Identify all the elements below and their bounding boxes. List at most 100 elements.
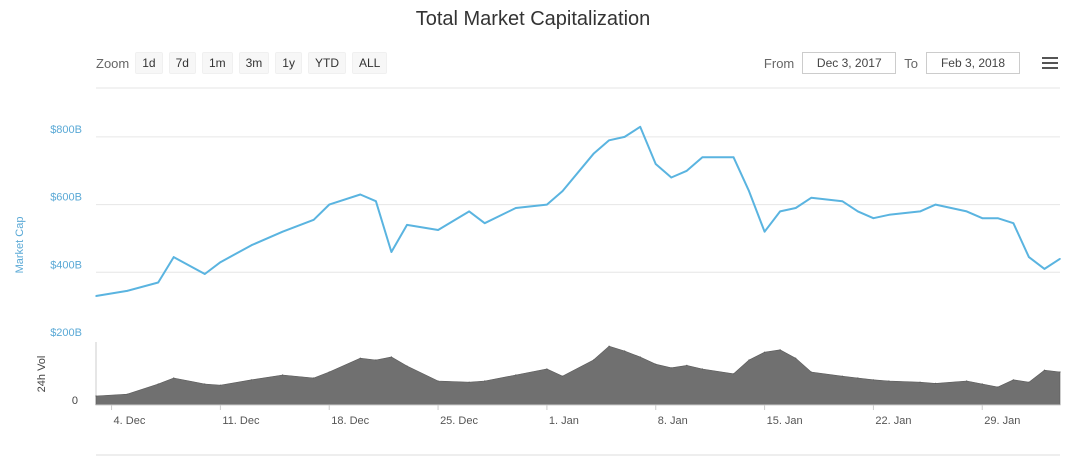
volume-point xyxy=(406,365,408,367)
market-cap-point xyxy=(794,207,797,209)
x-tick-label: 4. Dec xyxy=(114,415,146,427)
market-cap-point xyxy=(686,169,688,172)
zoom-1d-button[interactable]: 1d xyxy=(135,52,163,74)
volume-point xyxy=(1059,371,1061,373)
zoom-label: Zoom xyxy=(96,55,130,71)
chart-title: Total Market Capitalization xyxy=(415,8,651,30)
market-cap-point xyxy=(670,176,673,179)
volume-point xyxy=(779,349,781,351)
market-cap-point xyxy=(748,190,750,192)
volume-point xyxy=(841,375,843,377)
market-cap-point xyxy=(390,251,393,253)
market-cap-point xyxy=(328,203,331,206)
volume-point xyxy=(857,377,859,379)
to-date-input[interactable]: Feb 3, 2018 xyxy=(926,52,1020,74)
volume-point xyxy=(468,381,470,383)
volume-point xyxy=(1028,381,1030,383)
x-axis-ticks: 4. Dec 11. Dec 18. Dec 25. Dec 1. Jan 8. Jan 1… xyxy=(96,404,1060,427)
market-cap-point xyxy=(95,295,97,297)
market-cap-point xyxy=(281,230,284,233)
market-cap-point xyxy=(623,136,626,138)
grid-lines xyxy=(96,87,1060,273)
volume-point xyxy=(204,383,206,385)
volume-point xyxy=(359,357,361,359)
volume-point xyxy=(546,368,548,370)
volume-point xyxy=(250,379,253,381)
market-cap-point xyxy=(406,224,408,226)
market-cap-point xyxy=(359,193,362,196)
volume-point xyxy=(592,359,595,361)
zoom-1m-button[interactable]: 1m xyxy=(201,52,233,74)
market-cap-point xyxy=(483,222,486,225)
volume-point xyxy=(1043,369,1046,371)
volume-point xyxy=(624,350,626,352)
market-cap-point xyxy=(1059,257,1061,260)
market-cap-point xyxy=(204,273,206,275)
y-tick-label: $600B xyxy=(50,192,82,204)
zoom-7d-button[interactable]: 7d xyxy=(168,52,196,74)
volume-point xyxy=(173,377,175,379)
volume-zero-tick: 0 xyxy=(72,395,78,407)
x-tick-label: 15. Jan xyxy=(767,415,803,427)
market-cap-point xyxy=(515,207,517,209)
market-cap-point xyxy=(437,229,439,231)
market-cap-point xyxy=(312,219,315,221)
date-range: From Dec 3, 2017 To Feb 3, 2018 xyxy=(756,52,1020,74)
volume-point xyxy=(763,351,766,353)
y-tick-label: $800B xyxy=(50,124,82,136)
zoom-1y-button[interactable]: 1y xyxy=(275,52,302,74)
volume-point xyxy=(281,374,284,376)
market-cap-point xyxy=(608,139,610,142)
volume-point xyxy=(313,377,315,379)
volume-point xyxy=(935,382,937,384)
volume-area xyxy=(95,345,1061,406)
volume-point xyxy=(655,363,657,365)
market-cap-point xyxy=(157,281,159,284)
volume-point xyxy=(888,380,890,382)
volume-point xyxy=(515,374,517,376)
volume-axis-title: 24h Vol xyxy=(36,356,48,393)
from-label: From xyxy=(763,55,795,71)
market-cap-point xyxy=(763,230,766,233)
volume-point xyxy=(670,367,672,369)
from-date-input[interactable]: Dec 3, 2017 xyxy=(802,52,897,74)
volume-point xyxy=(919,381,921,383)
market-cap-point xyxy=(965,210,968,213)
volume-point xyxy=(997,386,999,388)
volume-point xyxy=(561,375,564,377)
x-tick-label: 8. Jan xyxy=(658,415,688,427)
volume-point xyxy=(484,380,486,382)
volume-point xyxy=(1012,379,1014,381)
zoom-all-button[interactable]: ALL xyxy=(351,52,388,74)
market-cap-point xyxy=(639,125,641,128)
x-tick-label: 1. Jan xyxy=(549,415,579,427)
market-cap-point xyxy=(592,153,595,155)
market-cap-line-group xyxy=(95,125,1061,297)
market-cap-point xyxy=(468,210,470,213)
volume-point xyxy=(686,364,688,366)
market-cap-point xyxy=(841,200,844,203)
volume-point xyxy=(872,379,875,381)
volume-point xyxy=(639,356,641,358)
market-cap-point xyxy=(997,217,999,219)
market-cap-point xyxy=(1012,222,1015,225)
volume-point xyxy=(390,356,393,358)
zoom-ytd-button[interactable]: YTD xyxy=(307,52,346,74)
market-cap-point xyxy=(654,163,657,165)
volume-point xyxy=(328,371,330,373)
zoom-bar: Zoom 1d 7d 1m 3m 1y YTD ALL xyxy=(96,52,393,74)
market-cap-point xyxy=(872,217,875,219)
x-tick-label: 25. Dec xyxy=(440,415,478,427)
market-cap-point xyxy=(934,203,937,206)
zoom-3m-button[interactable]: 3m xyxy=(238,52,270,74)
market-cap-point xyxy=(888,213,890,216)
market-cap-point xyxy=(810,197,813,199)
market-cap-point xyxy=(779,210,781,213)
x-tick-label: 11. Dec xyxy=(222,415,260,427)
volume-point xyxy=(219,384,221,386)
y-axis-ticks: $200B $400B $600B $800B xyxy=(50,124,82,339)
to-label: To xyxy=(904,55,918,71)
hamburger-menu-icon[interactable] xyxy=(1042,57,1058,70)
volume-point xyxy=(95,395,97,397)
